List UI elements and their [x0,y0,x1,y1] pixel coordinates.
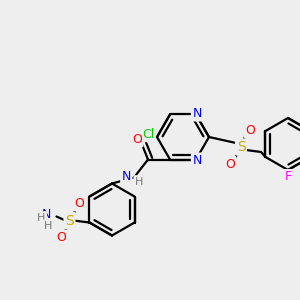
Text: O: O [245,124,255,136]
Text: O: O [225,158,235,170]
Text: S: S [237,140,245,154]
Text: F: F [284,170,292,184]
Text: H: H [44,220,53,230]
Text: H: H [37,212,46,223]
Text: O: O [132,133,142,146]
Text: N: N [192,107,202,120]
Text: N: N [122,170,131,183]
Text: O: O [74,197,84,210]
Text: S: S [65,214,74,227]
Text: O: O [56,231,66,244]
Text: Cl: Cl [142,128,154,140]
Text: H: H [135,176,143,187]
Text: N: N [192,154,202,167]
Text: N: N [42,208,52,221]
